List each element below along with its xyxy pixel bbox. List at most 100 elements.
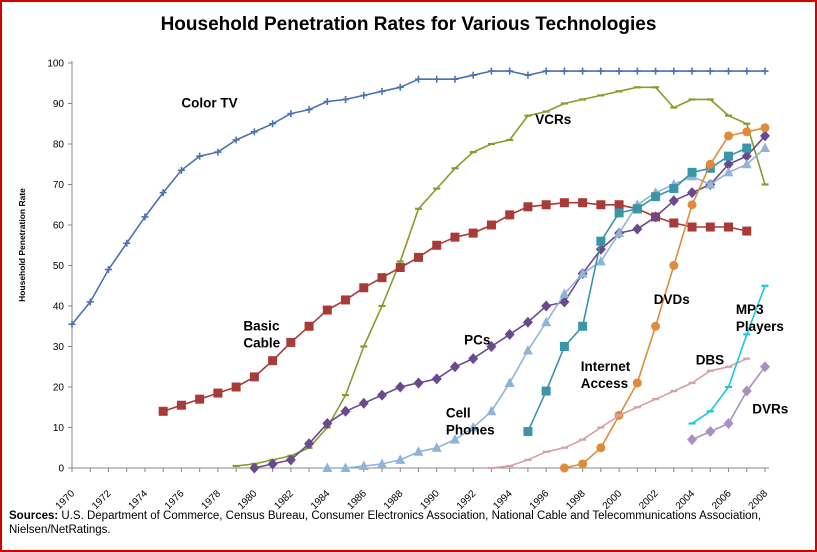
point-basic-cable-1979 [231, 382, 241, 392]
point-color-tv-2006 [725, 67, 733, 75]
point-internet-access-2002 [651, 192, 661, 202]
point-basic-cable-1999 [596, 200, 606, 210]
point-internet-access-2006 [724, 151, 734, 161]
point-basic-cable-1989 [414, 252, 423, 262]
point-basic-cable-1976 [176, 400, 186, 410]
point-dvrs-2006 [723, 417, 734, 429]
point-cell-phones-2007 [741, 158, 752, 169]
point-pcs-1984 [322, 417, 333, 429]
point-color-tv-1977 [196, 152, 204, 160]
point-basic-cable-1985 [341, 295, 351, 305]
point-pcs-2004 [687, 187, 698, 199]
series-label-pcs: PCs [464, 332, 490, 347]
point-basic-cable-1975 [158, 406, 168, 416]
series-label-dbs: DBS [696, 353, 725, 368]
point-pcs-1992 [468, 353, 479, 365]
point-cell-phones-1986 [358, 460, 369, 470]
point-basic-cable-1984 [322, 305, 332, 315]
point-cell-phones-1985 [340, 462, 351, 472]
series-label-mp3-players: MP3 Players [736, 302, 784, 334]
point-cell-phones-1993 [486, 405, 497, 416]
point-pcs-2001 [632, 223, 643, 235]
series-label-vcrs: VCRs [535, 112, 571, 127]
point-cell-phones-1999 [595, 255, 606, 266]
point-internet-access-2004 [687, 167, 697, 177]
point-cell-phones-2000 [614, 227, 625, 238]
point-basic-cable-1980 [249, 372, 259, 382]
point-color-tv-1973 [123, 239, 131, 247]
point-internet-access-2001 [632, 204, 642, 214]
point-pcs-1996 [541, 300, 552, 312]
point-color-tv-1996 [542, 67, 550, 75]
point-internet-access-2000 [614, 208, 624, 218]
point-pcs-2006 [723, 158, 734, 170]
point-pcs-1989 [413, 377, 424, 389]
point-basic-cable-1977 [195, 394, 205, 404]
point-dvds-2008 [760, 123, 770, 133]
point-dvds-2005 [705, 159, 715, 169]
point-color-tv-1995 [524, 71, 532, 79]
sources-note: Sources: U.S. Department of Commerce, Ce… [9, 509, 809, 537]
point-pcs-2003 [668, 195, 679, 207]
point-dvds-1999 [596, 443, 606, 453]
y-tick-label-8: 80 [53, 140, 65, 151]
point-cell-phones-1998 [577, 268, 588, 278]
point-color-tv-2001 [633, 67, 641, 75]
point-color-tv-2007 [743, 67, 751, 75]
point-cell-phones-2006 [723, 166, 734, 177]
point-color-tv-2000 [615, 67, 623, 75]
point-cell-phones-1988 [395, 454, 406, 464]
point-basic-cable-1986 [359, 283, 369, 293]
point-color-tv-1992 [469, 71, 477, 79]
point-color-tv-1980 [250, 128, 258, 136]
point-color-tv-1993 [487, 67, 495, 75]
point-pcs-1987 [377, 389, 388, 401]
point-pcs-1988 [395, 381, 406, 393]
chart-title: Household Penetration Rates for Various … [160, 14, 657, 35]
point-dvrs-2005 [705, 426, 716, 438]
point-color-tv-1978 [214, 148, 222, 156]
point-dvds-2002 [651, 321, 661, 331]
y-tick-label-9: 90 [53, 99, 65, 110]
point-color-tv-1982 [287, 110, 295, 118]
series-label-dvrs: DVRs [752, 401, 788, 416]
point-basic-cable-1993 [486, 220, 496, 230]
point-cell-phones-1997 [559, 288, 570, 298]
point-basic-cable-1991 [450, 232, 460, 242]
point-color-tv-2005 [706, 67, 714, 75]
point-pcs-1986 [358, 397, 369, 409]
point-color-tv-1971 [86, 298, 94, 306]
point-dvds-2001 [632, 378, 642, 388]
point-color-tv-1975 [159, 189, 167, 197]
point-pcs-1993 [486, 341, 497, 352]
point-dvds-1997 [559, 463, 569, 473]
point-color-tv-1994 [506, 67, 514, 75]
point-pcs-1983 [304, 438, 315, 450]
point-cell-phones-1990 [431, 442, 442, 452]
y-tick-label-4: 40 [53, 302, 65, 313]
point-basic-cable-2003 [669, 218, 679, 228]
point-basic-cable-1990 [432, 240, 442, 250]
point-basic-cable-2004 [687, 222, 697, 232]
series-label-cell-phones: Cell Phones [446, 405, 495, 437]
y-tick-label-7: 70 [53, 180, 65, 191]
point-internet-access-1995 [523, 427, 533, 437]
point-dvds-1998 [578, 459, 588, 469]
point-color-tv-1999 [597, 67, 605, 75]
point-cell-phones-2008 [760, 142, 770, 153]
point-cell-phones-1996 [541, 316, 552, 327]
sources-label: Sources: [9, 510, 59, 522]
point-color-tv-1985 [342, 95, 350, 103]
point-pcs-1982 [285, 454, 296, 466]
point-pcs-2007 [741, 150, 752, 162]
point-basic-cable-1998 [578, 198, 588, 208]
point-basic-cable-1988 [395, 263, 405, 273]
point-pcs-2008 [760, 130, 770, 142]
point-basic-cable-1996 [541, 200, 551, 210]
y-tick-label-5: 50 [53, 261, 65, 272]
point-internet-access-1999 [596, 236, 606, 246]
point-color-tv-1991 [451, 75, 459, 83]
point-color-tv-1986 [360, 91, 368, 99]
point-color-tv-2008 [761, 67, 769, 75]
